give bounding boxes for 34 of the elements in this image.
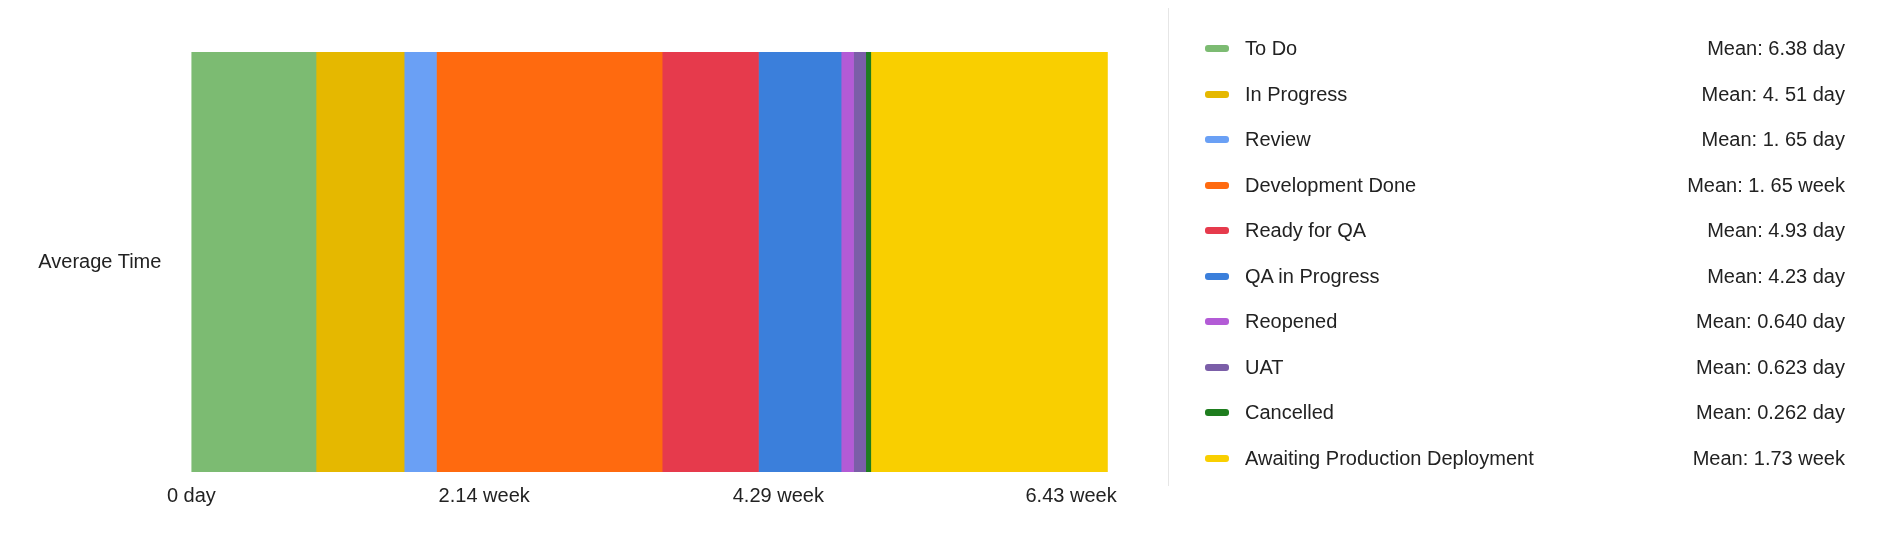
text: Mean: 4.23 day [1707, 264, 1845, 288]
x-tick-label: 0 day [166, 483, 216, 506]
legend-label: In Progress [1245, 82, 1349, 106]
text: Mean: 4.93 day [1707, 219, 1845, 243]
legend-label: QA in Progress [1245, 264, 1381, 288]
bar [758, 52, 842, 472]
text: Mean: 1. 65 day [1701, 128, 1845, 152]
bar [191, 52, 317, 472]
y-tick-label: Average Time [38, 249, 162, 272]
bar [853, 52, 867, 472]
text: Mean: 6.38 day [1707, 37, 1845, 61]
bar [315, 52, 405, 472]
text: Mean: 4. 51 day [1701, 82, 1845, 106]
legend-label: Development Done [1245, 173, 1418, 197]
bar [840, 52, 854, 472]
legend-label: Reopened [1245, 310, 1339, 334]
bar [403, 52, 437, 472]
x-tick-label: 2.14 week [438, 483, 531, 506]
text: Mean: 0.262 day [1696, 401, 1845, 425]
bar [661, 52, 759, 472]
x-tick-label: 4.29 week [732, 483, 825, 506]
text: Mean: 1.73 week [1692, 446, 1845, 470]
legend-label: Awaiting Production Deployment [1245, 446, 1535, 470]
legend-label: UAT [1245, 355, 1285, 379]
text: Mean: 0.640 day [1696, 310, 1845, 334]
legend-label: Ready for QA [1245, 219, 1368, 243]
legend-label: Review [1245, 128, 1312, 152]
bar [870, 52, 1108, 472]
x-tick-label: 6.43 week [1025, 483, 1118, 506]
legend-label: Cancelled [1245, 401, 1335, 425]
text: Mean: 1. 65 week [1687, 173, 1845, 197]
text: Mean: 0.623 day [1696, 355, 1845, 379]
bar [436, 52, 663, 472]
legend-label: To Do [1245, 37, 1299, 61]
